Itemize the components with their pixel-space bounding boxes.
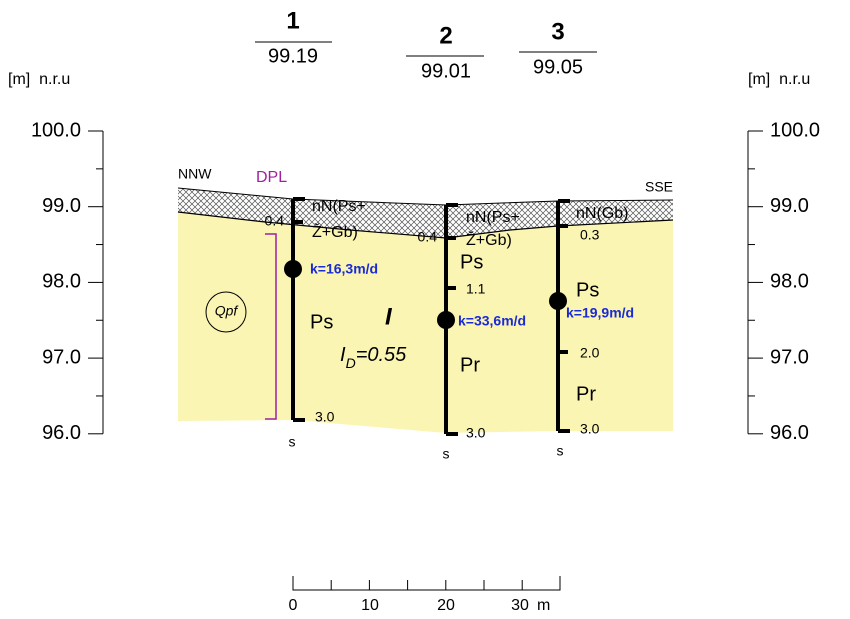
borehole-elevation: 99.01 bbox=[421, 60, 471, 82]
sample-dot bbox=[549, 292, 567, 310]
sample-label: s bbox=[443, 446, 450, 462]
depth-label: 2.0 bbox=[580, 345, 600, 361]
axis-tick-label: 99.0 bbox=[770, 195, 809, 217]
borehole-elevation: 99.05 bbox=[533, 56, 583, 78]
scale-unit: m bbox=[537, 597, 550, 614]
borehole-number: 3 bbox=[551, 18, 564, 45]
depth-label: 0.3 bbox=[580, 227, 600, 243]
direction: SSE bbox=[645, 179, 673, 195]
scale-bar bbox=[293, 576, 560, 590]
depth-label: 3.0 bbox=[580, 421, 600, 437]
sample-dot bbox=[437, 311, 455, 329]
dpl-label: DPL bbox=[256, 169, 287, 186]
borehole-number: 2 bbox=[439, 22, 452, 49]
scale-label: 0 bbox=[289, 597, 298, 614]
axis-tick-label: 96.0 bbox=[770, 422, 809, 444]
soil-label: Pr bbox=[460, 354, 480, 376]
depth-label: 3.0 bbox=[466, 425, 486, 441]
stratigraphy-label: Qpf bbox=[215, 303, 240, 319]
scale-label: 10 bbox=[361, 597, 379, 614]
scale-label: 20 bbox=[437, 597, 455, 614]
axis-tick-label: 96.0 bbox=[42, 422, 81, 444]
axis-tick-label: 98.0 bbox=[770, 271, 809, 293]
axis-unit: [m] n.r.u bbox=[748, 71, 810, 88]
axis-tick-label: 97.0 bbox=[42, 346, 81, 368]
soil-label: Ps bbox=[576, 279, 599, 301]
layer-label: Ž+Gb) bbox=[312, 222, 358, 241]
cross-section: [m] n.r.u [m] n.r.u NNW SSE DPL Qpf I ID… bbox=[0, 0, 850, 619]
permeability: k=16,3m/d bbox=[310, 261, 378, 277]
layer-label: nN(Ps+ bbox=[312, 198, 366, 215]
sample-dot bbox=[284, 260, 302, 278]
axis-unit: [m] n.r.u bbox=[8, 71, 70, 88]
soil-label: Ps bbox=[310, 311, 333, 333]
soil-label: Pr bbox=[576, 383, 596, 405]
depth-label: 0.4 bbox=[418, 229, 438, 245]
sample-label: s bbox=[557, 443, 564, 459]
layer-label: Ž+Gb) bbox=[466, 230, 512, 249]
axis-tick-label: 100.0 bbox=[770, 119, 820, 141]
axis-tick-label: 97.0 bbox=[770, 346, 809, 368]
axis-tick-label: 99.0 bbox=[42, 195, 81, 217]
permeability: k=19,9m/d bbox=[566, 305, 634, 321]
sample-label: s bbox=[289, 434, 296, 450]
id-subscript: D bbox=[346, 355, 356, 371]
direction: NNW bbox=[178, 166, 212, 182]
layer-label: nN(Ps+ bbox=[466, 209, 520, 226]
soil-fill bbox=[178, 212, 673, 433]
layer-label: nN(Gb) bbox=[576, 205, 628, 222]
scale-label: 30 bbox=[511, 597, 529, 614]
borehole-elevation: 99.19 bbox=[268, 45, 318, 67]
depth-label: 0.4 bbox=[265, 213, 285, 229]
permeability: k=33,6m/d bbox=[458, 313, 526, 329]
axis-tick-label: 100.0 bbox=[31, 119, 81, 141]
id-value: =0.55 bbox=[356, 344, 407, 366]
borehole-number: 1 bbox=[286, 7, 299, 34]
depth-label: 1.1 bbox=[466, 281, 486, 297]
soil-label: Ps bbox=[460, 251, 483, 273]
depth-label: 3.0 bbox=[315, 409, 335, 425]
axis-tick-label: 98.0 bbox=[42, 271, 81, 293]
